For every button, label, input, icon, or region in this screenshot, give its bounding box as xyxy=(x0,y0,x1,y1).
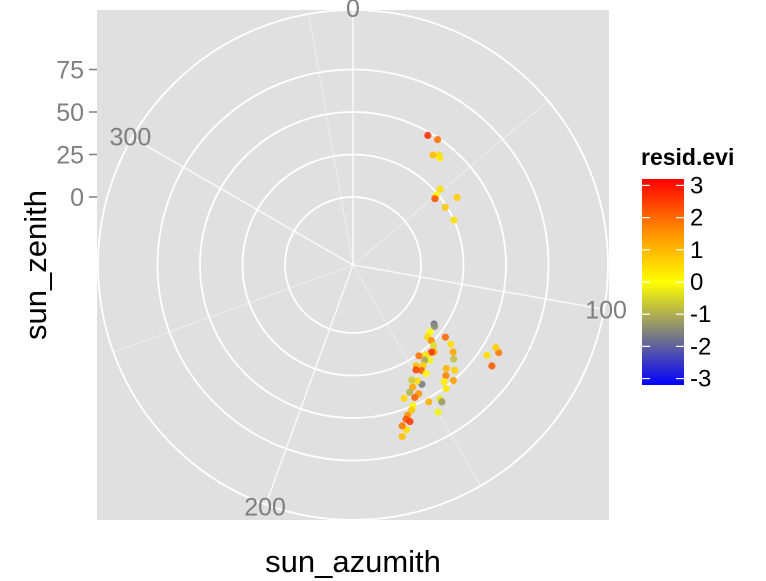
data-point xyxy=(422,369,430,378)
legend: resid.evi 3 2 1 0 -1 -2 -3 xyxy=(641,144,734,393)
legend-label: -2 xyxy=(690,333,711,360)
radius-tick-label: 0 xyxy=(70,184,84,212)
legend-label: 1 xyxy=(690,237,703,264)
radius-tick-label: 25 xyxy=(56,142,84,170)
minor-spoke xyxy=(113,264,354,353)
data-point xyxy=(398,422,406,430)
data-point xyxy=(415,352,423,360)
data-point xyxy=(406,388,414,396)
data-point xyxy=(430,322,439,330)
legend-label: -3 xyxy=(690,366,711,393)
data-point xyxy=(483,351,491,359)
data-points xyxy=(398,131,503,441)
radius-circle xyxy=(156,68,550,462)
data-point xyxy=(450,216,458,224)
data-point xyxy=(426,356,434,364)
minor-spoke xyxy=(352,264,481,487)
x-axis-title: sun_azumith xyxy=(265,544,441,579)
radius-tick-label: 50 xyxy=(56,99,84,127)
y-axis-title: sun_zenith xyxy=(18,190,53,340)
data-point xyxy=(441,333,449,341)
data-point xyxy=(434,136,442,144)
data-point xyxy=(447,340,455,348)
data-point xyxy=(425,398,433,406)
legend-label: 3 xyxy=(690,172,703,199)
data-point xyxy=(431,195,439,203)
data-point xyxy=(449,376,457,385)
data-point xyxy=(488,362,496,370)
data-point xyxy=(453,193,461,201)
data-point xyxy=(451,366,459,374)
data-point xyxy=(424,131,432,139)
data-point xyxy=(442,372,450,380)
angle-tick-label: 0 xyxy=(346,0,360,23)
data-point xyxy=(442,384,450,393)
data-point xyxy=(411,393,419,402)
radius-axis: 0 25 50 75 xyxy=(56,57,97,212)
minor-spoke xyxy=(352,100,549,266)
data-point xyxy=(408,406,416,414)
angle-tick-label: 300 xyxy=(110,124,152,152)
angle-tick-labels: 0 100 200 300 xyxy=(110,0,627,522)
legend-ticks: 3 2 1 0 -1 -2 -3 xyxy=(642,172,711,393)
data-point xyxy=(436,185,444,193)
angle-tick-label: 100 xyxy=(585,297,627,325)
legend-label: 2 xyxy=(690,205,703,232)
minor-spoke xyxy=(308,13,354,266)
data-point xyxy=(400,394,408,402)
grid-lines xyxy=(97,9,609,521)
data-point xyxy=(434,408,442,416)
data-point xyxy=(408,376,416,384)
data-point xyxy=(427,348,436,356)
radius-circle xyxy=(241,153,465,377)
radius-circle xyxy=(97,9,609,521)
data-point xyxy=(492,343,500,351)
angle-tick-label: 200 xyxy=(244,494,286,522)
major-spoke xyxy=(265,264,354,505)
data-point xyxy=(441,203,449,211)
data-point xyxy=(413,377,421,385)
major-spoke xyxy=(352,264,605,311)
data-point xyxy=(442,365,450,373)
data-point xyxy=(440,377,448,386)
data-point xyxy=(449,348,457,356)
data-point xyxy=(450,355,458,363)
data-point xyxy=(436,154,444,162)
data-point xyxy=(406,418,414,426)
data-point xyxy=(398,433,406,441)
data-point xyxy=(429,341,438,350)
radius-circle xyxy=(284,196,422,334)
data-point xyxy=(412,366,420,374)
data-point xyxy=(429,151,437,159)
legend-label: 0 xyxy=(690,269,703,296)
legend-label: -1 xyxy=(690,301,711,328)
radius-circle xyxy=(199,111,507,419)
legend-title: resid.evi xyxy=(641,144,734,170)
radius-tick-label: 75 xyxy=(56,57,84,85)
major-spoke xyxy=(131,136,354,266)
data-point xyxy=(438,398,446,406)
